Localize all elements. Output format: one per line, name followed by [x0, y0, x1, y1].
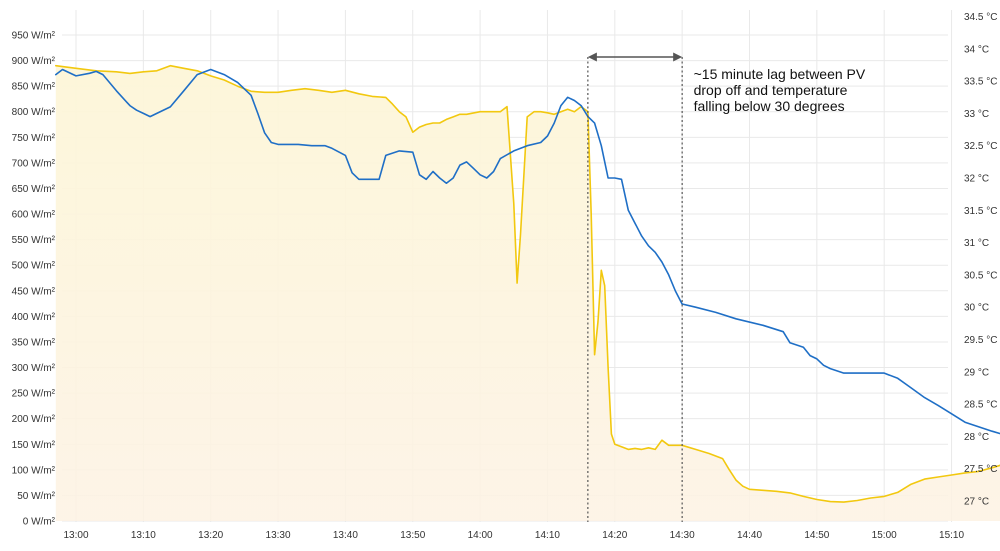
- y-left-tick-label: 600 W/m²: [12, 210, 56, 221]
- x-tick-label: 13:20: [198, 530, 223, 541]
- y-right-tick-label: 34.5 °C: [964, 12, 997, 23]
- y-right-tick-label: 32 °C: [964, 174, 989, 185]
- x-tick-label: 14:10: [535, 530, 560, 541]
- y-right-tick-label: 30.5 °C: [964, 270, 997, 281]
- x-tick-label: 13:10: [131, 530, 156, 541]
- y-left-tick-label: 850 W/m²: [12, 82, 56, 93]
- y-right-tick-label: 31 °C: [964, 238, 989, 249]
- x-tick-label: 14:30: [670, 530, 695, 541]
- series-line-1: [55, 68, 1000, 435]
- y-right-tick-label: 34 °C: [964, 44, 989, 55]
- x-tick-label: 15:00: [872, 530, 897, 541]
- y-left-tick-label: 750 W/m²: [12, 133, 56, 144]
- y-left-tick-label: 900 W/m²: [12, 56, 56, 67]
- y-right-tick-label: 28.5 °C: [964, 400, 997, 411]
- x-tick-label: 14:00: [468, 530, 493, 541]
- y-left-tick-label: 150 W/m²: [12, 440, 56, 451]
- annotations: ~15 minute lag between PV drop off and te…: [587, 52, 866, 522]
- y-right-tick-label: 30 °C: [964, 303, 989, 314]
- y-left-tick-label: 500 W/m²: [12, 261, 56, 272]
- x-axis: 13:00 13:10 13:20 13:30 13:40 13:50 14:00 14:10…: [63, 530, 964, 541]
- y-right-tick-label: 27.5 °C: [964, 464, 997, 475]
- series-lines: [55, 64, 1000, 503]
- y-left-tick-label: 100 W/m²: [12, 465, 56, 476]
- y-left-tick-label: 50 W/m²: [17, 491, 55, 502]
- y-right-tick-label: 29.5 °C: [964, 335, 997, 346]
- x-tick-label: 13:50: [400, 530, 425, 541]
- y-left-tick-label: 650 W/m²: [12, 184, 56, 195]
- lag-arrow-head-left: [587, 52, 597, 62]
- series-line-0: [55, 64, 1000, 503]
- y-right-tick-label: 31.5 °C: [964, 206, 997, 217]
- y-left-tick-label: 450 W/m²: [12, 286, 56, 297]
- x-tick-label: 13:30: [266, 530, 291, 541]
- y-left-tick-label: 400 W/m²: [12, 312, 56, 323]
- y-left-tick-label: 0 W/m²: [23, 517, 56, 528]
- y-right-tick-label: 33.5 °C: [964, 77, 997, 88]
- y-axis-left: 0 W/m² 50 W/m² 100 W/m² 150 W/m² 200 W/m² 250…: [12, 31, 56, 528]
- y-axis-right: 27 °C 27.5 °C 28 °C 28.5 °C 29 °C 29.5 °C 30 °…: [964, 12, 997, 508]
- y-left-tick-label: 350 W/m²: [12, 337, 56, 348]
- area-fills: [55, 65, 1000, 521]
- lag-annotation-line: drop off and temperature: [694, 82, 848, 98]
- y-left-tick-label: 950 W/m²: [12, 31, 56, 42]
- y-right-tick-label: 33 °C: [964, 109, 989, 120]
- x-tick-label: 13:40: [333, 530, 358, 541]
- series-area-0: [55, 65, 1000, 521]
- lag-arrow-head-right: [673, 52, 683, 62]
- y-left-tick-label: 250 W/m²: [12, 389, 56, 400]
- y-right-tick-label: 32.5 °C: [964, 141, 997, 152]
- y-right-tick-label: 29 °C: [964, 367, 989, 378]
- y-left-tick-label: 300 W/m²: [12, 363, 56, 374]
- x-tick-label: 14:20: [602, 530, 627, 541]
- x-tick-label: 15:10: [939, 530, 964, 541]
- lag-annotation-text: ~15 minute lag between PV drop off and te…: [694, 66, 866, 114]
- y-right-tick-label: 27 °C: [964, 497, 989, 508]
- lag-annotation-line: ~15 minute lag between PV: [694, 66, 866, 82]
- lag-annotation-line: falling below 30 degrees: [694, 98, 845, 114]
- y-left-tick-label: 200 W/m²: [12, 414, 56, 425]
- y-left-tick-label: 700 W/m²: [12, 158, 56, 169]
- y-left-tick-label: 800 W/m²: [12, 107, 56, 118]
- y-left-tick-label: 550 W/m²: [12, 235, 56, 246]
- x-tick-label: 14:50: [804, 530, 829, 541]
- x-tick-label: 13:00: [63, 530, 88, 541]
- x-tick-label: 14:40: [737, 530, 762, 541]
- y-right-tick-label: 28 °C: [964, 432, 989, 443]
